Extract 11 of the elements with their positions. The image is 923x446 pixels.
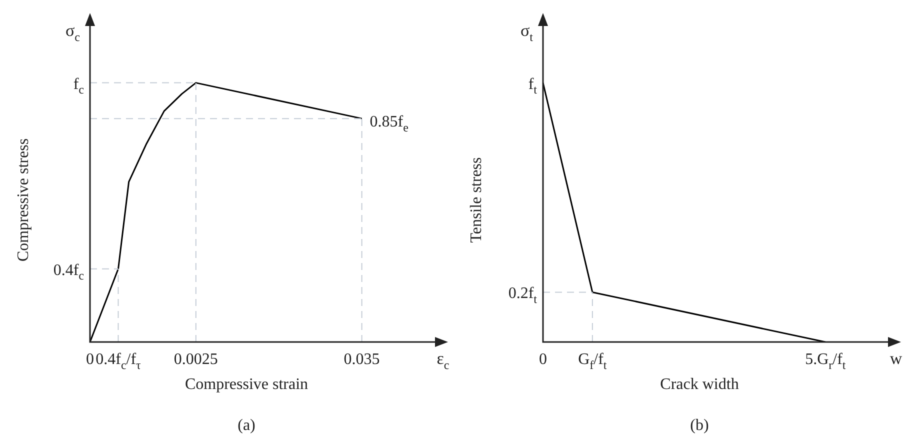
x-tick-label: 0.0025 [174,351,218,368]
x-axis-title: Crack width [660,376,739,393]
x-tick-label: 0.035 [344,351,380,368]
text: (b) [690,417,709,434]
x-tick-label: 0 [539,351,547,368]
y-axis-title: Compressive stress [15,138,32,262]
y-axis-title: Tensile stress [468,157,485,243]
text: w [890,349,903,368]
x-tick-label: 0 [86,351,94,368]
text: (a) [238,417,256,434]
x-axis-title: Compressive strain [184,376,308,393]
